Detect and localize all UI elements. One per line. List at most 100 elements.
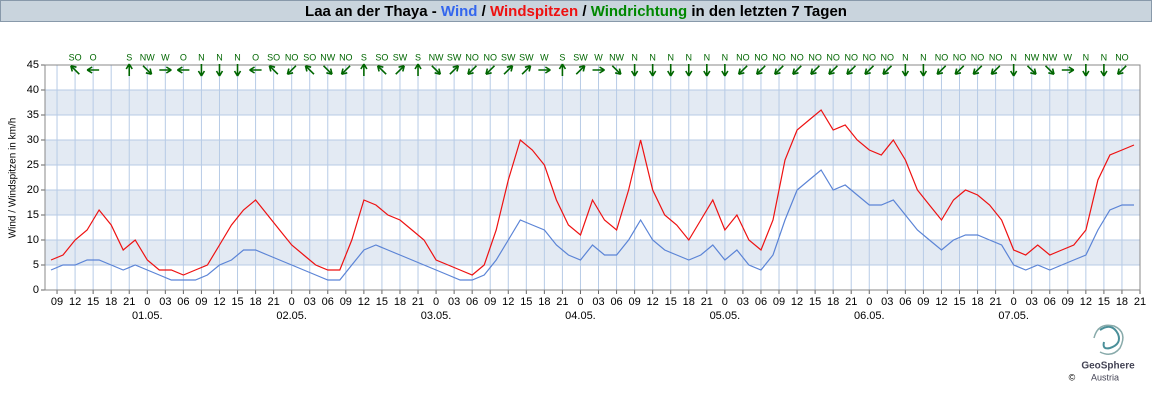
direction-label: NO (844, 52, 858, 62)
direction-arrow (286, 65, 297, 76)
x-tick-label: 06 (1044, 296, 1056, 308)
x-tick-label: 0 (866, 296, 872, 308)
direction-arrow (685, 64, 693, 77)
direction-arrow (1100, 64, 1108, 77)
logo-name: GeoSphere (1081, 361, 1135, 372)
direction-label: O (252, 52, 259, 62)
direction-label: N (722, 52, 729, 62)
direction-arrow (538, 66, 551, 74)
direction-label: S (361, 52, 367, 62)
direction-arrow (521, 64, 532, 75)
x-tick-label: 21 (123, 296, 135, 308)
direction-label: NO (339, 52, 353, 62)
direction-label: N (902, 52, 909, 62)
title-sep: / (578, 3, 591, 20)
direction-label: SO (69, 52, 82, 62)
x-tick-label: 21 (845, 296, 857, 308)
direction-arrow (990, 65, 1001, 76)
date-label: 01.05. (132, 310, 163, 322)
x-tick-label: 21 (412, 296, 424, 308)
x-tick-label: 09 (484, 296, 496, 308)
x-tick-label: 03 (881, 296, 893, 308)
direction-arrow (882, 65, 893, 76)
x-tick-label: 09 (51, 296, 63, 308)
direction-arrow (485, 65, 496, 76)
x-tick-label: 15 (231, 296, 243, 308)
direction-arrow (901, 64, 910, 77)
y-tick-label: 25 (27, 159, 39, 171)
direction-label: NW (140, 52, 155, 62)
x-tick-label: 0 (1011, 296, 1017, 308)
direction-label: O (90, 52, 97, 62)
direction-label: NO (483, 52, 497, 62)
direction-label: S (559, 52, 565, 62)
x-tick-label: 12 (791, 296, 803, 308)
direction-label: NW (609, 52, 624, 62)
direction-arrow (1082, 64, 1090, 77)
date-label: 03.05. (421, 310, 452, 322)
direction-label: N (631, 52, 638, 62)
direction-arrow (233, 64, 242, 77)
x-tick-label: 21 (1134, 296, 1146, 308)
direction-label: N (234, 52, 241, 62)
direction-arrow (1044, 65, 1055, 76)
direction-label: SW (519, 52, 534, 62)
direction-label: NO (935, 52, 949, 62)
direction-arrow (755, 65, 766, 76)
date-label: 06.05. (854, 310, 885, 322)
direction-label: O (180, 52, 187, 62)
direction-label: N (686, 52, 693, 62)
direction-arrow (828, 65, 838, 76)
direction-arrow (376, 64, 387, 75)
x-tick-label: 18 (971, 296, 983, 308)
plot-background (45, 64, 1141, 291)
logo-icon (1099, 325, 1120, 350)
direction-label: NW (1042, 52, 1057, 62)
direction-label: NW (320, 52, 335, 62)
direction-label: SW (501, 52, 516, 62)
x-tick-label: 03 (304, 296, 316, 308)
y-tick-label: 5 (33, 259, 39, 271)
direction-label: N (649, 52, 656, 62)
x-tick-label: 0 (722, 296, 728, 308)
direction-label: SW (393, 52, 408, 62)
direction-arrow (810, 65, 820, 76)
direction-label: W (161, 52, 170, 62)
direction-label: SO (267, 52, 280, 62)
direction-arrow (1026, 65, 1037, 76)
direction-arrow (322, 65, 333, 76)
direction-label: SO (303, 52, 316, 62)
direction-arrow (159, 66, 172, 74)
x-tick-label: 03 (1026, 296, 1038, 308)
date-label: 07.05. (998, 310, 1029, 322)
direction-label: N (1010, 52, 1017, 62)
direction-arrow (304, 64, 315, 75)
direction-arrow (414, 63, 422, 76)
y-tick-label: 0 (33, 284, 39, 296)
direction-label: NO (808, 52, 822, 62)
direction-label: N (704, 52, 711, 62)
direction-label: N (216, 52, 223, 62)
x-tick-label: 06 (899, 296, 911, 308)
x-tick-label: 06 (177, 296, 189, 308)
x-tick-label: 09 (917, 296, 929, 308)
x-tick-label: 06 (755, 296, 767, 308)
date-label: 05.05. (710, 310, 741, 322)
x-tick-label: 0 (433, 296, 439, 308)
grid-band (45, 190, 1140, 215)
x-tick-label: 15 (520, 296, 532, 308)
x-tick-label: 12 (935, 296, 947, 308)
direction-label: NO (971, 52, 985, 62)
direction-arrow (215, 64, 224, 77)
x-tick-label: 18 (1116, 296, 1128, 308)
x-tick-label: 21 (701, 296, 713, 308)
direction-label: NO (465, 52, 479, 62)
grid-band (45, 240, 1140, 265)
chart-title: Laa an der Thaya - Wind / Windspitzen / … (305, 3, 847, 20)
direction-arrow (449, 64, 460, 75)
x-tick-label: 09 (340, 296, 352, 308)
direction-arrow (142, 65, 153, 76)
x-tick-label: 0 (144, 296, 150, 308)
date-label: 04.05. (565, 310, 596, 322)
